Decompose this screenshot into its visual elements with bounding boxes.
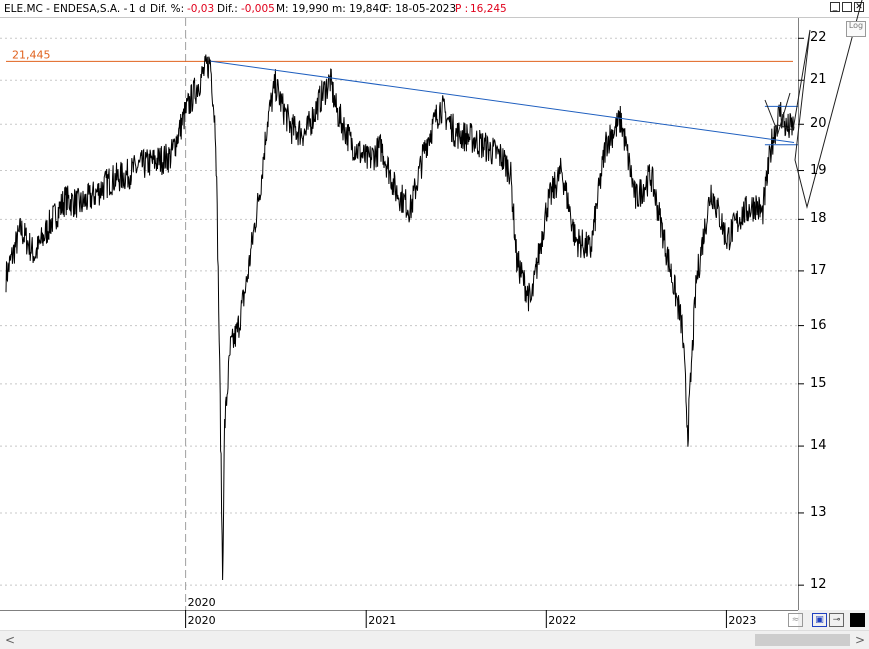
dif-pct-value: -0,03	[187, 3, 215, 15]
y-tick-label: 14	[810, 438, 827, 454]
resistance-label: 21,445	[12, 48, 51, 61]
x-tick-label: 2021	[368, 614, 397, 627]
y-tick-label: 17	[810, 262, 827, 278]
trendline	[210, 60, 795, 143]
y-tick-label: 19	[810, 162, 827, 178]
x-tick-label: 2020	[187, 614, 216, 627]
scroll-right-icon[interactable]: >	[855, 633, 866, 647]
price-value: 16,245	[470, 3, 507, 15]
price-label: P :	[455, 3, 469, 15]
y-tick-label: 15	[810, 375, 827, 391]
date-label: F: 18-05-2023	[383, 3, 457, 15]
period-label: 1 d	[129, 3, 146, 15]
y-tick-label: 12	[810, 577, 827, 593]
y-tick-label: 13	[810, 504, 827, 520]
scroll-thumb[interactable]	[755, 634, 850, 646]
x-tick-label: 2022	[548, 614, 577, 627]
y-axis-panel[interactable]	[798, 18, 869, 610]
dif-value: -0,005	[241, 3, 275, 15]
wave-tool-icon[interactable]: ≈	[788, 613, 803, 627]
color-swatch-icon[interactable]	[850, 613, 865, 627]
maximize-icon[interactable]	[842, 2, 852, 12]
dif-pct-label: Dif. %:	[150, 3, 185, 15]
max-label: M: 19,990	[276, 3, 329, 15]
y-tick-label: 18	[810, 211, 827, 227]
dif-label: Dif.:	[217, 3, 238, 15]
y-tick-label: 20	[810, 116, 827, 132]
y-tick-label: 22	[810, 30, 827, 46]
log-scale-button[interactable]: Log	[846, 21, 866, 37]
chart-header: ELE.MC - ENDESA,S.A. - 1 d Dif. %: -0,03…	[0, 0, 869, 18]
pin-icon[interactable]: ⊸	[829, 613, 844, 627]
plot-area[interactable]	[0, 18, 798, 610]
y-tick-label: 21	[810, 72, 827, 88]
min-label: m: 19,840	[332, 3, 386, 15]
scroll-left-icon[interactable]: <	[5, 633, 16, 647]
y-tick-label: 16	[810, 317, 827, 333]
horizontal-scrollbar[interactable]: < >	[0, 630, 869, 649]
year-marker-label: 2020	[188, 596, 216, 609]
minimize-icon[interactable]: _	[830, 2, 840, 12]
symbol-label: ELE.MC - ENDESA,S.A. -	[4, 3, 128, 15]
x-axis-panel[interactable]	[0, 610, 798, 630]
price-series-line	[5, 54, 795, 581]
projection-arrow	[764, 92, 791, 135]
projection-drawing	[777, 0, 863, 209]
save-icon[interactable]: ▣	[812, 613, 827, 627]
x-tick-label: 2023	[728, 614, 757, 627]
